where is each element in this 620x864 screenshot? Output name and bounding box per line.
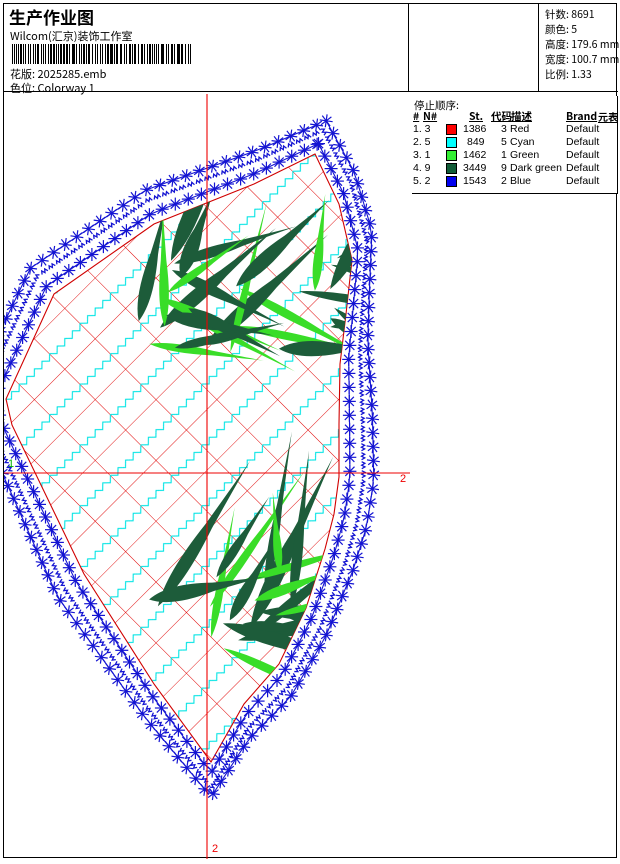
svg-text:2: 2 bbox=[400, 473, 406, 485]
svg-text:1: 1 bbox=[212, 7, 218, 19]
svg-text:1: 1 bbox=[8, 458, 14, 470]
svg-text:2: 2 bbox=[212, 843, 218, 855]
